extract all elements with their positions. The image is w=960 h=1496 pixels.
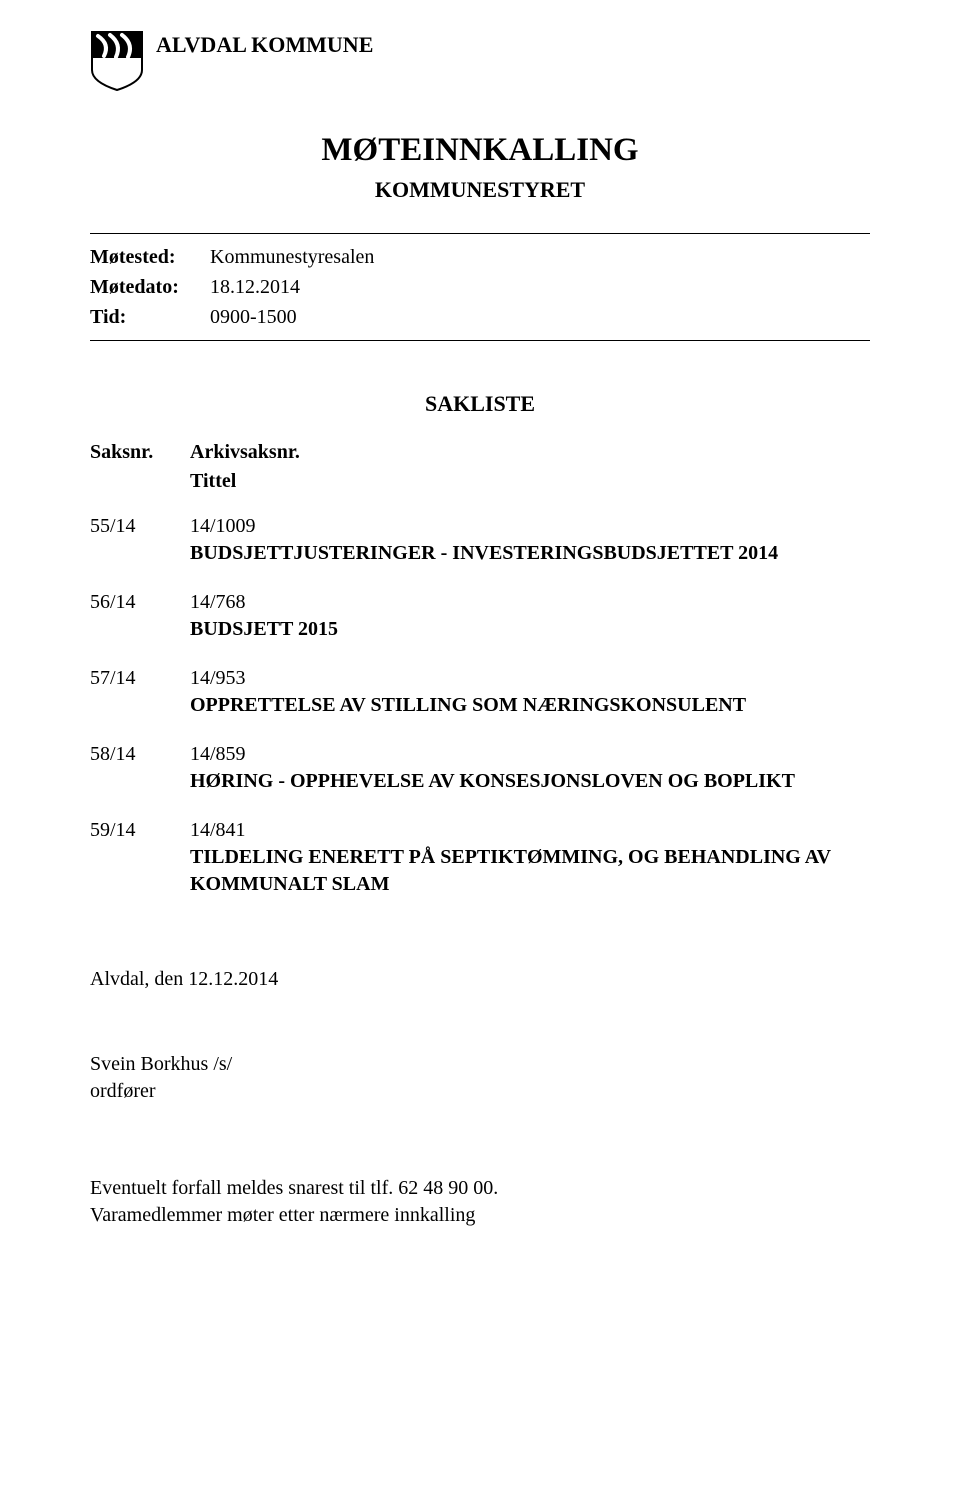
column-header-tittel: Tittel bbox=[190, 470, 870, 493]
case-title: BUDSJETT 2015 bbox=[190, 616, 870, 643]
document-header: ALVDAL KOMMUNE bbox=[90, 30, 870, 92]
case-number: 55/14 bbox=[90, 513, 190, 567]
case-item: 59/14 14/841 TILDELING ENERETT PÅ SEPTIK… bbox=[90, 817, 870, 898]
case-content: 14/953 OPPRETTELSE AV STILLING SOM NÆRIN… bbox=[190, 665, 870, 719]
case-content: 14/859 HØRING - OPPHEVELSE AV KONSESJONS… bbox=[190, 741, 870, 795]
footer-notice: Eventuelt forfall meldes snarest til tlf… bbox=[90, 1175, 870, 1229]
meeting-time-row: Tid: 0900-1500 bbox=[90, 302, 870, 332]
case-number: 57/14 bbox=[90, 665, 190, 719]
case-list-header: Saksnr. Arkivsaksnr. bbox=[90, 441, 870, 464]
column-header-saksnr: Saksnr. bbox=[90, 441, 190, 464]
meeting-time-value: 0900-1500 bbox=[210, 302, 297, 332]
meeting-place-label: Møtested: bbox=[90, 242, 210, 272]
column-header-arkiv: Arkivsaksnr. bbox=[190, 441, 300, 464]
meeting-date-row: Møtedato: 18.12.2014 bbox=[90, 272, 870, 302]
organization-name: ALVDAL KOMMUNE bbox=[156, 30, 373, 58]
document-title: MØTEINNKALLING bbox=[90, 132, 870, 169]
case-title: OPPRETTELSE AV STILLING SOM NÆRINGSKONSU… bbox=[190, 692, 870, 719]
case-number: 56/14 bbox=[90, 589, 190, 643]
case-archive-number: 14/953 bbox=[190, 665, 870, 692]
location-date: Alvdal, den 12.12.2014 bbox=[90, 968, 870, 991]
case-number: 58/14 bbox=[90, 741, 190, 795]
case-content: 14/1009 BUDSJETTJUSTERINGER - INVESTERIN… bbox=[190, 513, 870, 567]
signature-name: Svein Borkhus /s/ bbox=[90, 1051, 870, 1078]
meeting-date-value: 18.12.2014 bbox=[210, 272, 300, 302]
meeting-date-label: Møtedato: bbox=[90, 272, 210, 302]
case-title: HØRING - OPPHEVELSE AV KONSESJONSLOVEN O… bbox=[190, 768, 870, 795]
case-title: BUDSJETTJUSTERINGER - INVESTERINGSBUDSJE… bbox=[190, 540, 870, 567]
case-content: 14/768 BUDSJETT 2015 bbox=[190, 589, 870, 643]
case-item: 56/14 14/768 BUDSJETT 2015 bbox=[90, 589, 870, 643]
meeting-place-row: Møtested: Kommunestyresalen bbox=[90, 242, 870, 272]
municipality-logo bbox=[90, 30, 144, 92]
case-list-title: SAKLISTE bbox=[90, 391, 870, 417]
signature-title: ordfører bbox=[90, 1078, 870, 1105]
case-archive-number: 14/768 bbox=[190, 589, 870, 616]
case-archive-number: 14/1009 bbox=[190, 513, 870, 540]
case-content: 14/841 TILDELING ENERETT PÅ SEPTIKTØMMIN… bbox=[190, 817, 870, 898]
case-number: 59/14 bbox=[90, 817, 190, 898]
meeting-time-label: Tid: bbox=[90, 302, 210, 332]
meeting-info-block: Møtested: Kommunestyresalen Møtedato: 18… bbox=[90, 233, 870, 341]
case-archive-number: 14/859 bbox=[190, 741, 870, 768]
forfall-line-2: Varamedlemmer møter etter nærmere innkal… bbox=[90, 1202, 870, 1229]
meeting-place-value: Kommunestyresalen bbox=[210, 242, 374, 272]
document-subtitle: KOMMUNESTYRET bbox=[90, 177, 870, 203]
case-item: 57/14 14/953 OPPRETTELSE AV STILLING SOM… bbox=[90, 665, 870, 719]
case-title: TILDELING ENERETT PÅ SEPTIKTØMMING, OG B… bbox=[190, 844, 870, 898]
forfall-line-1: Eventuelt forfall meldes snarest til tlf… bbox=[90, 1175, 870, 1202]
case-item: 58/14 14/859 HØRING - OPPHEVELSE AV KONS… bbox=[90, 741, 870, 795]
case-archive-number: 14/841 bbox=[190, 817, 870, 844]
signature-block: Svein Borkhus /s/ ordfører bbox=[90, 1051, 870, 1105]
case-item: 55/14 14/1009 BUDSJETTJUSTERINGER - INVE… bbox=[90, 513, 870, 567]
